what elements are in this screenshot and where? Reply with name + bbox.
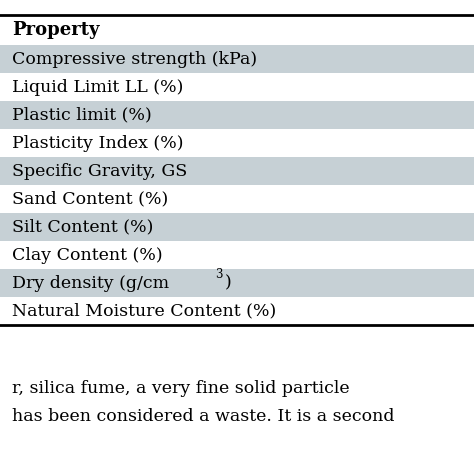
- Bar: [0, 157, 474, 185]
- Text: Liquid Limit LL (%): Liquid Limit LL (%): [12, 79, 183, 95]
- Text: 3: 3: [215, 268, 222, 281]
- Bar: [0, 73, 474, 101]
- Bar: [0, 297, 474, 325]
- Text: ): ): [224, 274, 231, 292]
- Text: 3: 3: [215, 268, 222, 281]
- Bar: [0, 45, 474, 73]
- Text: Silt Content (%): Silt Content (%): [12, 219, 154, 236]
- Bar: [0, 213, 474, 241]
- Text: Dry density (g/cm: Dry density (g/cm: [12, 274, 169, 292]
- Text: Natural Moisture Content (%): Natural Moisture Content (%): [12, 302, 276, 319]
- Bar: [0, 15, 474, 45]
- Bar: [0, 185, 474, 213]
- Bar: [0, 101, 474, 129]
- Bar: [0, 269, 474, 297]
- Bar: [0, 241, 474, 269]
- Bar: [0, 129, 474, 157]
- Text: Specific Gravity, GS: Specific Gravity, GS: [12, 163, 187, 180]
- Text: Property: Property: [12, 21, 100, 39]
- Text: Compressive strength (kPa): Compressive strength (kPa): [12, 51, 257, 67]
- Text: has been considered a waste. It is a second: has been considered a waste. It is a sec…: [12, 408, 394, 425]
- Text: Plasticity Index (%): Plasticity Index (%): [12, 135, 183, 152]
- Text: Plastic limit (%): Plastic limit (%): [12, 107, 152, 124]
- Text: r, silica fume, a very fine solid particle: r, silica fume, a very fine solid partic…: [12, 380, 350, 397]
- Text: Clay Content (%): Clay Content (%): [12, 246, 163, 264]
- Text: Sand Content (%): Sand Content (%): [12, 191, 168, 208]
